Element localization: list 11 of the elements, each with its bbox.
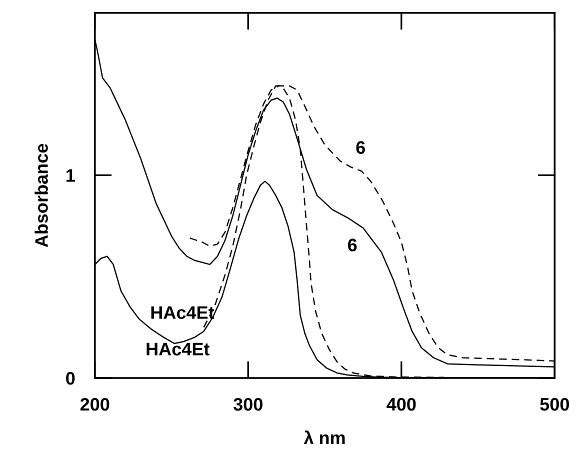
annotation: 6 [356, 141, 365, 154]
x-axis-title: λ nm [304, 430, 345, 444]
annotation: 6 [348, 238, 357, 252]
y-tick-label: 0 [66, 372, 75, 385]
x-tick-label: 200 [80, 398, 110, 411]
y-tick-label: 1 [66, 169, 75, 182]
y-axis-title: Absorbance [34, 144, 48, 248]
x-tick-label: 300 [233, 398, 262, 411]
x-tick-label: 500 [540, 398, 569, 411]
annotation: HAc4Et [146, 342, 210, 356]
x-tick-label: 400 [386, 398, 416, 411]
